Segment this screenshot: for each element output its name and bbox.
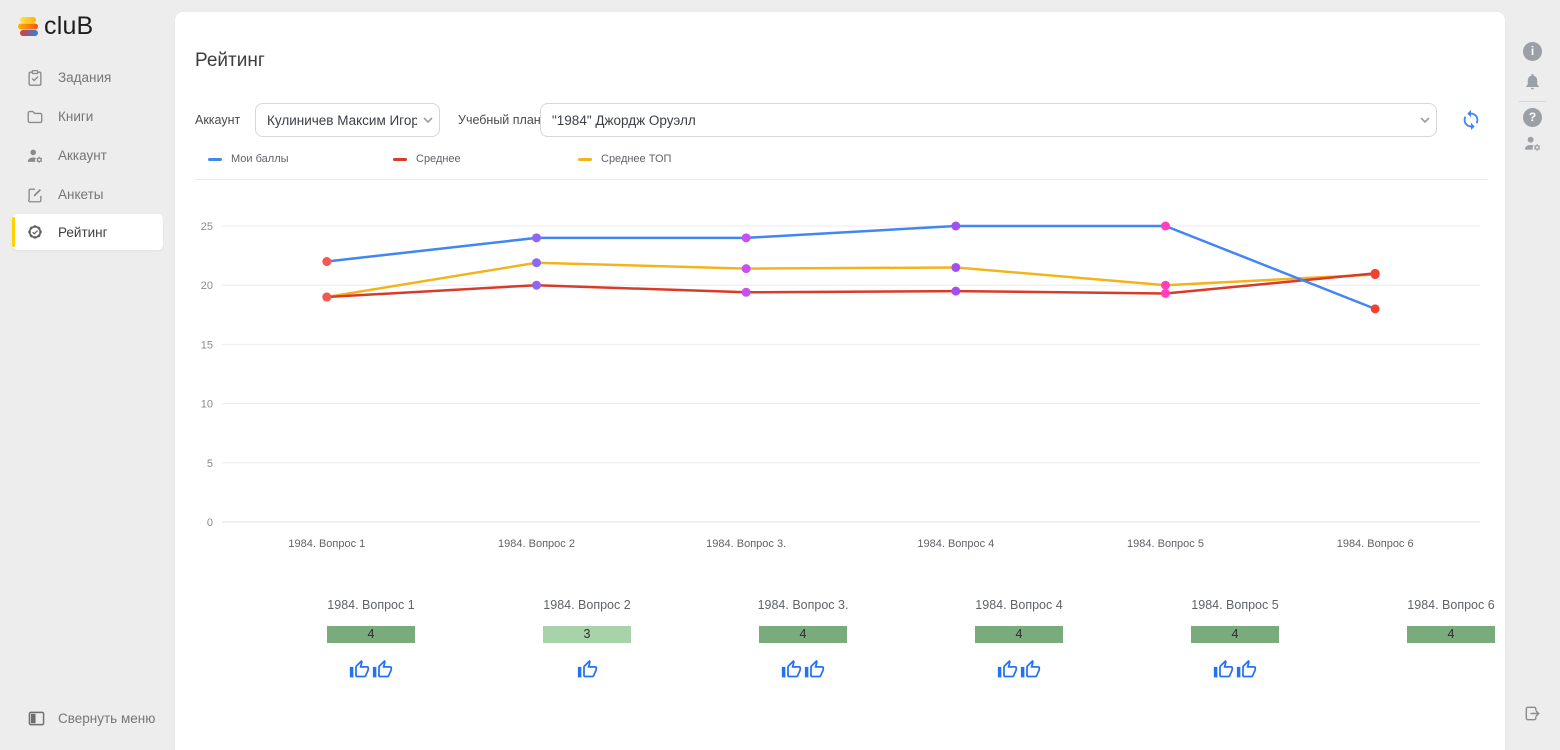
plan-select-value: "1984" Джордж Оруэлл	[552, 112, 696, 128]
svg-text:25: 25	[201, 221, 213, 233]
sidebar-item-label: Задания	[58, 70, 112, 85]
thumb-up-icon[interactable]	[1213, 659, 1234, 680]
sidebar-item-label: Рейтинг	[58, 224, 108, 240]
info-icon[interactable]: i	[1523, 42, 1542, 61]
help-icon[interactable]: ?	[1523, 108, 1542, 127]
legend-divider	[195, 179, 1488, 180]
question-card: 1984. Вопрос 5 4	[1125, 596, 1345, 683]
likes-row	[909, 659, 1129, 683]
bell-icon[interactable]	[1523, 72, 1542, 91]
question-title: 1984. Вопрос 5	[1191, 598, 1279, 612]
question-card: 1984. Вопрос 3. 4	[693, 596, 913, 683]
thumb-up-icon[interactable]	[804, 659, 825, 680]
svg-text:10: 10	[201, 399, 213, 411]
chevron-down-icon	[1420, 117, 1430, 124]
user-gear-icon[interactable]	[1523, 134, 1542, 153]
sidebar-item-books[interactable]: Книги	[0, 97, 175, 136]
logo-books-icon	[18, 17, 38, 36]
sidebar-item-surveys[interactable]: Анкеты	[0, 175, 175, 214]
sidebar-menu: Задания Книги Аккаунт Анкеты	[0, 58, 175, 250]
svg-text:0: 0	[207, 517, 213, 529]
svg-text:1984. Вопрос 2: 1984. Вопрос 2	[498, 538, 575, 550]
svg-text:20: 20	[201, 280, 213, 292]
rating-line-chart: 0 5 10 15 20 25 1984. Вопрос 1 1984. Вопрос 2 19…	[201, 221, 1480, 550]
sidebar-item-account[interactable]: Аккаунт	[0, 136, 175, 175]
logout-icon[interactable]	[1523, 704, 1542, 723]
sidebar-item-label: Анкеты	[58, 187, 104, 202]
sidebar-item-label: Аккаунт	[58, 148, 107, 163]
thumb-up-icon[interactable]	[577, 659, 598, 680]
question-title: 1984. Вопрос 1	[327, 598, 415, 612]
clipboard-check-icon	[28, 69, 42, 86]
question-card: 1984. Вопрос 1 4	[261, 596, 481, 683]
question-card: 1984. Вопрос 4 4	[909, 596, 1129, 683]
collapse-menu-button[interactable]: Свернуть меню	[28, 710, 155, 727]
sidebar-item-tasks[interactable]: Задания	[0, 58, 175, 97]
collapse-menu-label: Свернуть меню	[58, 711, 156, 726]
question-card: 1984. Вопрос 6 4	[1341, 596, 1560, 683]
score-badge: 4	[975, 626, 1063, 643]
page-title: Рейтинг	[195, 50, 265, 71]
score-badge: 4	[1407, 626, 1495, 643]
thumb-up-icon[interactable]	[372, 659, 393, 680]
legend-dash	[393, 157, 407, 161]
legend-dash	[208, 157, 222, 161]
account-select[interactable]: Кулиничев Максим Игор	[255, 103, 440, 137]
sidebar-item-rating[interactable]: Рейтинг	[12, 214, 163, 250]
svg-text:15: 15	[201, 339, 213, 351]
likes-row	[261, 659, 481, 683]
plan-select[interactable]: "1984" Джордж Оруэлл	[540, 103, 1437, 137]
main-panel: Рейтинг Аккаунт Кулиничев Максим Игор Уч…	[175, 12, 1505, 750]
chart-legend: Мои баллы Среднее Среднее ТОП	[175, 153, 1505, 169]
thumb-up-icon[interactable]	[997, 659, 1018, 680]
thumb-up-icon[interactable]	[781, 659, 802, 680]
question-cards-row: 1984. Вопрос 1 4 1984. Вопрос 2 3 1984. Вопр…	[175, 596, 1505, 726]
thumb-up-icon[interactable]	[349, 659, 370, 680]
rail-divider	[1519, 101, 1546, 102]
svg-text:1984. Вопрос 5: 1984. Вопрос 5	[1127, 538, 1204, 550]
score-badge: 4	[1191, 626, 1279, 643]
right-rail: i ?	[1505, 0, 1560, 750]
svg-text:1984. Вопрос 6: 1984. Вопрос 6	[1337, 538, 1414, 550]
form-edit-icon	[28, 187, 42, 202]
svg-text:1984. Вопрос 4: 1984. Вопрос 4	[917, 538, 994, 550]
likes-row	[693, 659, 913, 683]
legend-item-my-points: Мои баллы	[208, 153, 289, 165]
logo-text: cluB	[44, 12, 94, 40]
question-card: 1984. Вопрос 2 3	[477, 596, 697, 683]
left-sidebar: cluB Задания Книги Аккаунт	[0, 0, 175, 750]
plan-filter-label: Учебный план	[458, 113, 541, 127]
account-select-value: Кулиничев Максим Игор	[267, 112, 417, 128]
chevron-down-icon	[423, 117, 433, 124]
svg-text:1984. Вопрос 1: 1984. Вопрос 1	[288, 538, 365, 550]
question-title: 1984. Вопрос 3.	[757, 598, 849, 612]
legend-dash	[578, 157, 592, 161]
question-title: 1984. Вопрос 6	[1407, 598, 1495, 612]
svg-text:1984. Вопрос 3.: 1984. Вопрос 3.	[706, 538, 786, 550]
likes-row	[477, 659, 697, 683]
app-logo[interactable]: cluB	[16, 12, 93, 41]
question-title: 1984. Вопрос 2	[543, 598, 631, 612]
likes-row	[1125, 659, 1345, 683]
thumb-up-icon[interactable]	[1236, 659, 1257, 680]
folder-icon	[27, 110, 43, 123]
score-badge: 3	[543, 626, 631, 643]
user-gear-icon	[27, 149, 43, 163]
score-badge: 4	[327, 626, 415, 643]
question-title: 1984. Вопрос 4	[975, 598, 1063, 612]
score-badge: 4	[759, 626, 847, 643]
collapse-sidebar-icon	[28, 711, 45, 726]
refresh-icon[interactable]	[1460, 109, 1482, 131]
badge-check-icon	[28, 225, 42, 239]
sidebar-item-label: Книги	[58, 109, 94, 124]
account-filter-label: Аккаунт	[195, 113, 241, 127]
thumb-up-icon[interactable]	[1020, 659, 1041, 680]
legend-item-average: Среднее	[393, 153, 461, 165]
svg-text:5: 5	[207, 458, 213, 470]
legend-item-average-top: Среднее ТОП	[578, 153, 671, 165]
